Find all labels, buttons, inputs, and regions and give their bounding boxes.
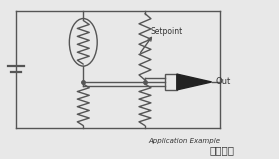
Text: Setpoint: Setpoint xyxy=(151,27,183,36)
Text: Application Example: Application Example xyxy=(148,138,220,144)
Text: Out: Out xyxy=(216,77,231,86)
Polygon shape xyxy=(177,74,212,90)
Bar xyxy=(165,74,177,90)
Text: 应用实例: 应用实例 xyxy=(210,145,235,155)
